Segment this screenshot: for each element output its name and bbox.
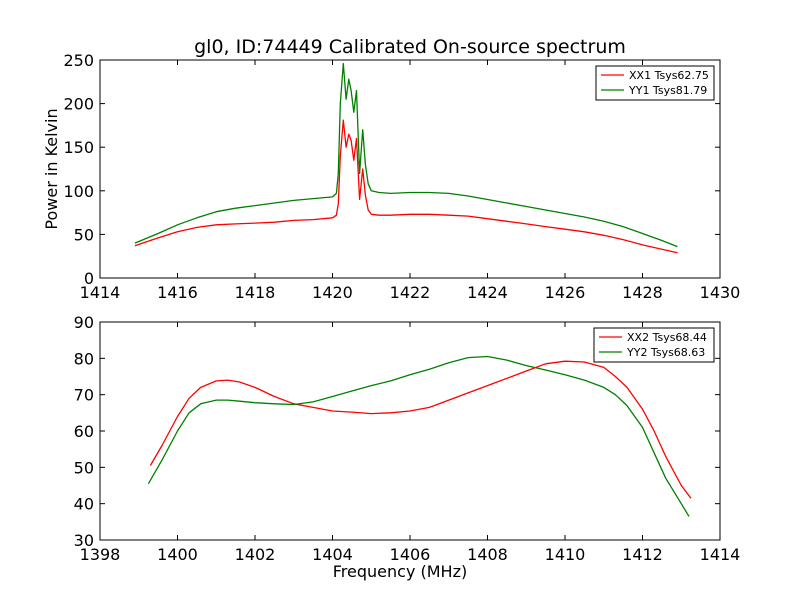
series-line-1-1 xyxy=(147,355,690,517)
x-tick-label: 1410 xyxy=(545,545,586,564)
legend-label: YY1 Tsys81.79 xyxy=(628,84,707,97)
x-tick-label: 1408 xyxy=(467,545,508,564)
x-tick-label: 1426 xyxy=(545,283,586,302)
x-tick-label: 1402 xyxy=(235,545,276,564)
legend-label: XX2 Tsys68.44 xyxy=(627,331,707,344)
x-tick-label: 1404 xyxy=(312,545,353,564)
y-tick-label: 200 xyxy=(63,95,94,114)
x-tick-label: 1414 xyxy=(80,283,121,302)
top-plot: 1414 1416 1418 1420 1422 1424 1426 1428 1430 0 50 1… xyxy=(42,51,740,302)
y-tick-label: 70 xyxy=(74,386,94,405)
x-tick-label: 1416 xyxy=(157,283,198,302)
y-tick-label: 50 xyxy=(74,225,94,244)
series-line-0-0 xyxy=(134,119,678,254)
x-tick-label: 1430 xyxy=(700,283,741,302)
figure-title: gl0, ID:74449 Calibrated On-source spect… xyxy=(194,36,626,58)
y-tick-label: 0 xyxy=(84,269,94,288)
x-tick-label: 1428 xyxy=(622,283,663,302)
series-line-1-0 xyxy=(149,360,692,499)
legend-0: XX1 Tsys62.75 YY1 Tsys81.79 xyxy=(595,65,715,101)
legend-label: YY2 Tsys68.63 xyxy=(626,346,705,359)
y-tick-label: 60 xyxy=(74,422,94,441)
series-line-0-1 xyxy=(134,62,678,248)
x-tick-label: 1412 xyxy=(622,545,663,564)
x-axis-title: Frequency (MHz) xyxy=(333,562,467,581)
bottom-plot: 1398 1400 1402 1404 1406 1408 1410 1412 1414 30 40… xyxy=(74,313,741,581)
x-tick-label: 1422 xyxy=(390,283,431,302)
legend-label: XX1 Tsys62.75 xyxy=(629,69,709,82)
y-axis-title: Power in Kelvin xyxy=(42,108,61,229)
y-tick-label: 30 xyxy=(74,531,94,550)
y-tick-label: 40 xyxy=(74,495,94,514)
x-tick-label: 1398 xyxy=(80,545,121,564)
legend-box xyxy=(595,65,715,101)
legend-1: XX2 Tsys68.44 YY2 Tsys68.63 xyxy=(593,327,715,363)
y-tick-label: 250 xyxy=(63,51,94,70)
x-tick-label: 1400 xyxy=(157,545,198,564)
x-tick-label: 1414 xyxy=(700,545,741,564)
y-tick-label: 100 xyxy=(63,182,94,201)
y-tick-label: 150 xyxy=(63,138,94,157)
x-tick-label: 1424 xyxy=(467,283,508,302)
y-tick-label: 50 xyxy=(74,458,94,477)
x-tick-label: 1420 xyxy=(312,283,353,302)
x-tick-label: 1418 xyxy=(235,283,276,302)
x-tick-label: 1406 xyxy=(390,545,431,564)
y-tick-label: 80 xyxy=(74,349,94,368)
y-tick-label: 90 xyxy=(74,313,94,332)
legend-box xyxy=(593,327,715,363)
